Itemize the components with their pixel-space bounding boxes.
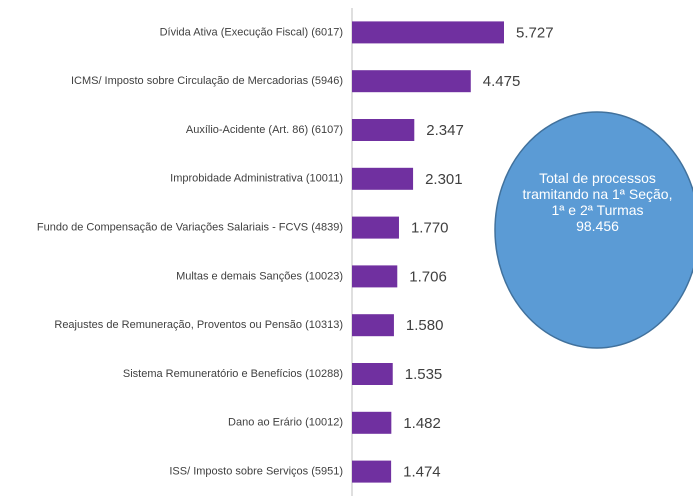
bar <box>352 70 471 93</box>
category-label: ICMS/ Imposto sobre Circulação de Mercad… <box>71 75 343 87</box>
category-label: Dívida Ativa (Execução Fiscal) (6017) <box>160 26 343 38</box>
category-label: Fundo de Compensação de Variações Salari… <box>37 222 343 234</box>
bar <box>352 363 393 385</box>
value-label: 1.535 <box>405 366 443 383</box>
bar <box>352 216 399 239</box>
category-label: Reajustes de Remuneração, Proventos ou P… <box>54 319 343 331</box>
category-label: Dano ao Erário (10012) <box>228 417 343 429</box>
bar <box>352 265 398 288</box>
value-label: 1.706 <box>409 268 447 285</box>
value-label: 1.580 <box>406 317 444 334</box>
category-label: ISS/ Imposto sobre Serviços (5951) <box>169 466 343 478</box>
value-label: 2.301 <box>425 171 463 188</box>
annotation-text: Total de processos tramitando na 1ª Seçã… <box>522 170 673 218</box>
annotation: Total de processos tramitando na 1ª Seçã… <box>520 170 675 234</box>
value-label: 5.727 <box>516 24 554 41</box>
category-label: Sistema Remuneratório e Benefícios (1028… <box>123 368 343 380</box>
bar <box>352 314 394 337</box>
category-label: Auxílio-Acidente (Art. 86) (6107) <box>186 124 343 136</box>
value-label: 1.474 <box>403 464 441 481</box>
annotation-circle <box>494 111 693 349</box>
value-label: 4.475 <box>483 73 521 90</box>
bar <box>352 119 415 141</box>
bar <box>352 460 392 483</box>
bar <box>352 411 392 434</box>
category-label: Improbidade Administrativa (10011) <box>170 173 343 185</box>
bar <box>352 21 504 44</box>
value-label: 1.482 <box>403 415 441 432</box>
annotation-value: 98.456 <box>576 218 619 234</box>
bar <box>352 167 414 190</box>
value-label: 2.347 <box>426 122 464 139</box>
category-label: Multas e demais Sanções (10023) <box>176 270 343 282</box>
value-label: 1.770 <box>411 220 449 237</box>
